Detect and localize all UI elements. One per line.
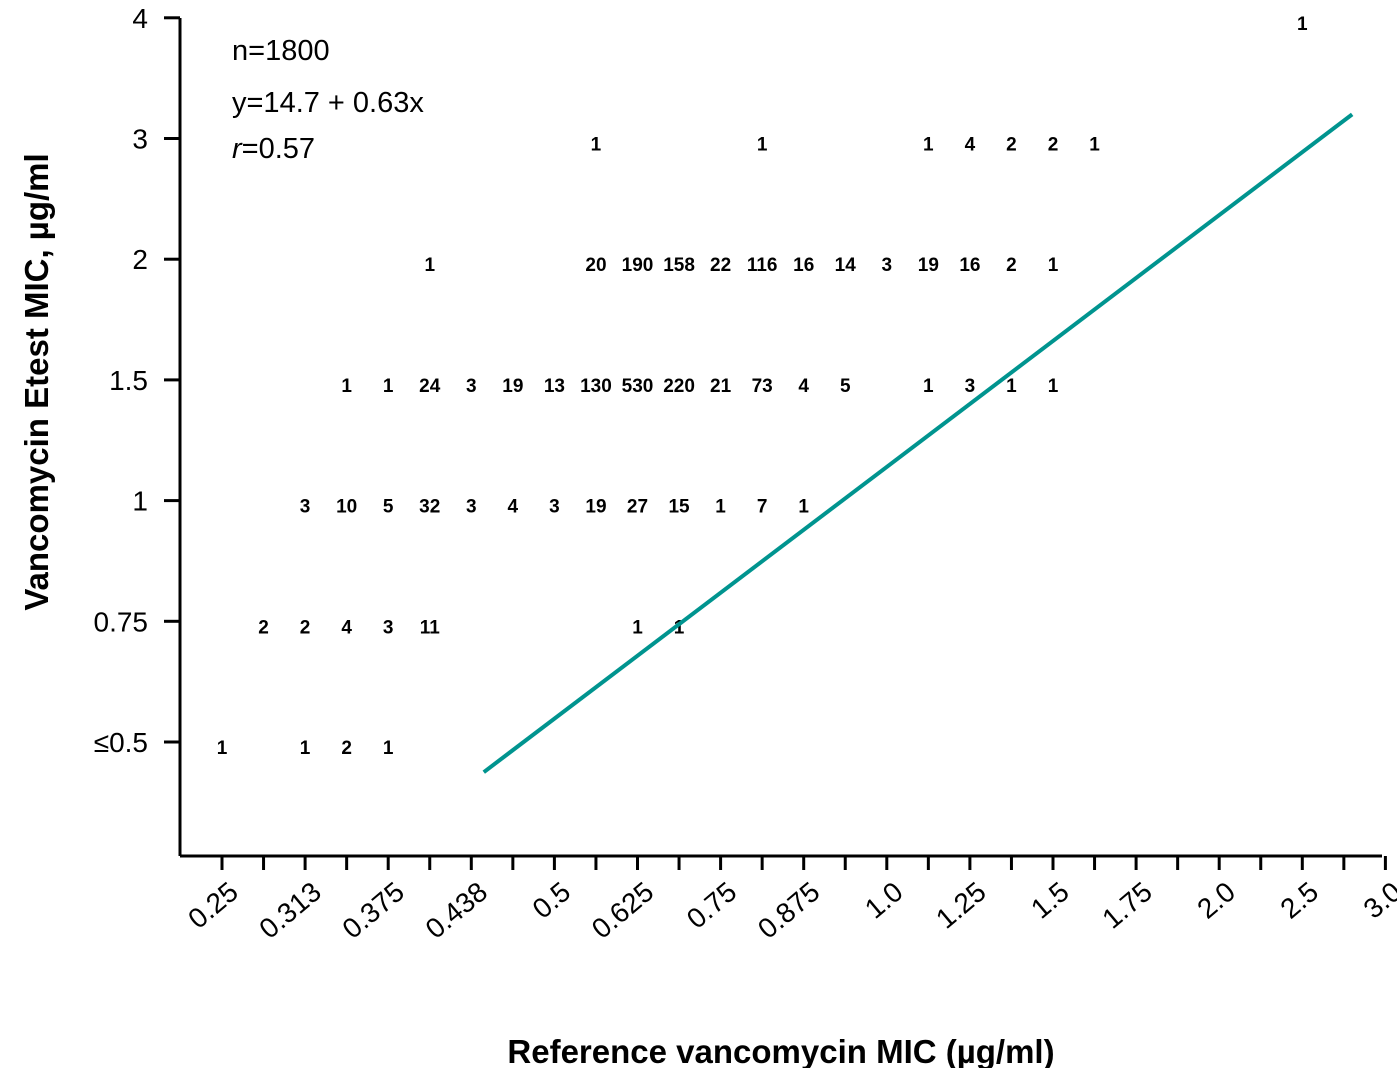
equation-annotation: y=14.7 + 0.63x [232,87,424,119]
count-label: 3 [965,376,976,397]
count-label: 7 [757,497,768,518]
x-tick-label: 0.5 [527,876,577,925]
y-axis-ticks: ≤0.5 0.75 1 1.5 2 3 4 [94,3,180,758]
count-label: 1 [383,376,394,397]
x-tick-label: 0.25 [182,876,244,935]
count-label: 3 [882,255,893,276]
count-label: 27 [627,497,648,518]
x-tick-label: 1.0 [859,876,909,925]
regression-line [482,112,1354,774]
count-label: 4 [965,135,976,156]
y-tick-label: ≤0.5 [94,727,148,758]
count-label: 24 [419,376,441,397]
count-label: 4 [508,497,519,518]
x-axis-ticks: 0.25 0.313 0.375 0.438 0.5 0.625 0.75 0.875 1.0 1… [182,856,1397,945]
count-label: 2 [258,617,269,638]
count-label: 19 [918,255,939,276]
y-tick-label: 4 [132,3,148,34]
count-label: 11 [420,617,441,638]
x-tick-label: 3.0 [1358,876,1397,925]
count-label: 1 [217,738,228,759]
count-label: 2 [341,738,352,759]
count-label: 1 [1089,135,1100,156]
count-label: 190 [622,255,654,276]
stats-annotation: n=1800 y=14.7 + 0.63x r=0.57 [232,35,424,165]
count-label: 15 [668,497,690,518]
x-tick-label: 0.625 [586,876,660,945]
count-label: 4 [798,376,809,397]
x-tick-label: 2.0 [1191,876,1241,925]
count-label: 1 [300,738,311,759]
count-label: 3 [383,617,394,638]
x-tick-label: 0.313 [253,876,327,945]
count-label: 3 [466,497,477,518]
count-label: 2 [1048,135,1059,156]
count-label: 3 [300,497,311,518]
x-tick-label: 0.75 [681,876,743,935]
count-label: 32 [419,497,440,518]
count-label: 220 [663,376,695,397]
count-label: 1 [674,617,685,638]
count-labels: 1 1 2 12 2 4 3 11 1 13 10 5 32 3 4 3 19 27 15 1 7 11 1 24 3 19 13 1… [217,14,1308,759]
count-label: 530 [622,376,654,397]
count-label: 3 [466,376,477,397]
count-label: 1 [798,497,809,518]
count-label: 1 [1048,376,1059,397]
count-label: 19 [502,376,523,397]
count-label: 4 [341,617,352,638]
count-label: 2 [1006,135,1017,156]
x-tick-label: 2.5 [1274,876,1324,925]
count-label: 20 [585,255,606,276]
count-label: 10 [336,497,357,518]
x-tick-label: 0.375 [336,876,410,945]
count-label: 22 [710,255,731,276]
count-label: 1 [383,738,394,759]
count-label: 1 [591,135,602,156]
count-label: 1 [1297,14,1308,35]
count-label: 116 [747,255,778,276]
count-label: 130 [580,376,612,397]
x-tick-label: 1.75 [1096,876,1158,935]
count-label: 21 [710,376,732,397]
count-label: 13 [544,376,565,397]
count-label: 1 [715,497,726,518]
count-label: 158 [663,255,695,276]
count-label: 14 [835,255,857,276]
chart-axes [178,18,1382,858]
count-label: 1 [632,617,643,638]
x-tick-label: 1.5 [1025,876,1075,925]
y-tick-label: 0.75 [94,606,149,637]
y-tick-label: 1.5 [109,365,148,396]
count-label: 1 [341,376,352,397]
count-label: 1 [923,135,934,156]
y-tick-label: 3 [132,124,148,155]
r-symbol: r [232,133,243,165]
count-label: 1 [424,255,435,276]
x-tick-label: 0.875 [752,876,826,945]
count-label: 1 [923,376,934,397]
count-label: 73 [752,376,773,397]
count-label: 1 [1006,376,1017,397]
count-label: 16 [959,255,980,276]
sample-size-annotation: n=1800 [232,35,330,67]
count-label: 5 [840,376,851,397]
y-axis-title: Vancomycin Etest MIC, µg/ml [18,153,55,610]
r-value: =0.57 [242,133,315,165]
count-label: 2 [300,617,311,638]
count-label: 2 [1006,255,1017,276]
count-label: 16 [793,255,814,276]
count-label: 1 [1048,255,1059,276]
y-tick-label: 1 [132,486,148,517]
correlation-annotation: r=0.57 [232,133,315,165]
y-tick-label: 2 [132,244,148,275]
x-tick-label: 1.25 [930,876,992,935]
count-label: 5 [383,497,394,518]
count-label: 1 [757,135,768,156]
count-label: 3 [549,497,560,518]
count-label: 19 [585,497,606,518]
x-tick-label: 0.438 [420,876,494,945]
x-axis-title: Reference vancomycin MIC (µg/ml) [507,1033,1054,1068]
